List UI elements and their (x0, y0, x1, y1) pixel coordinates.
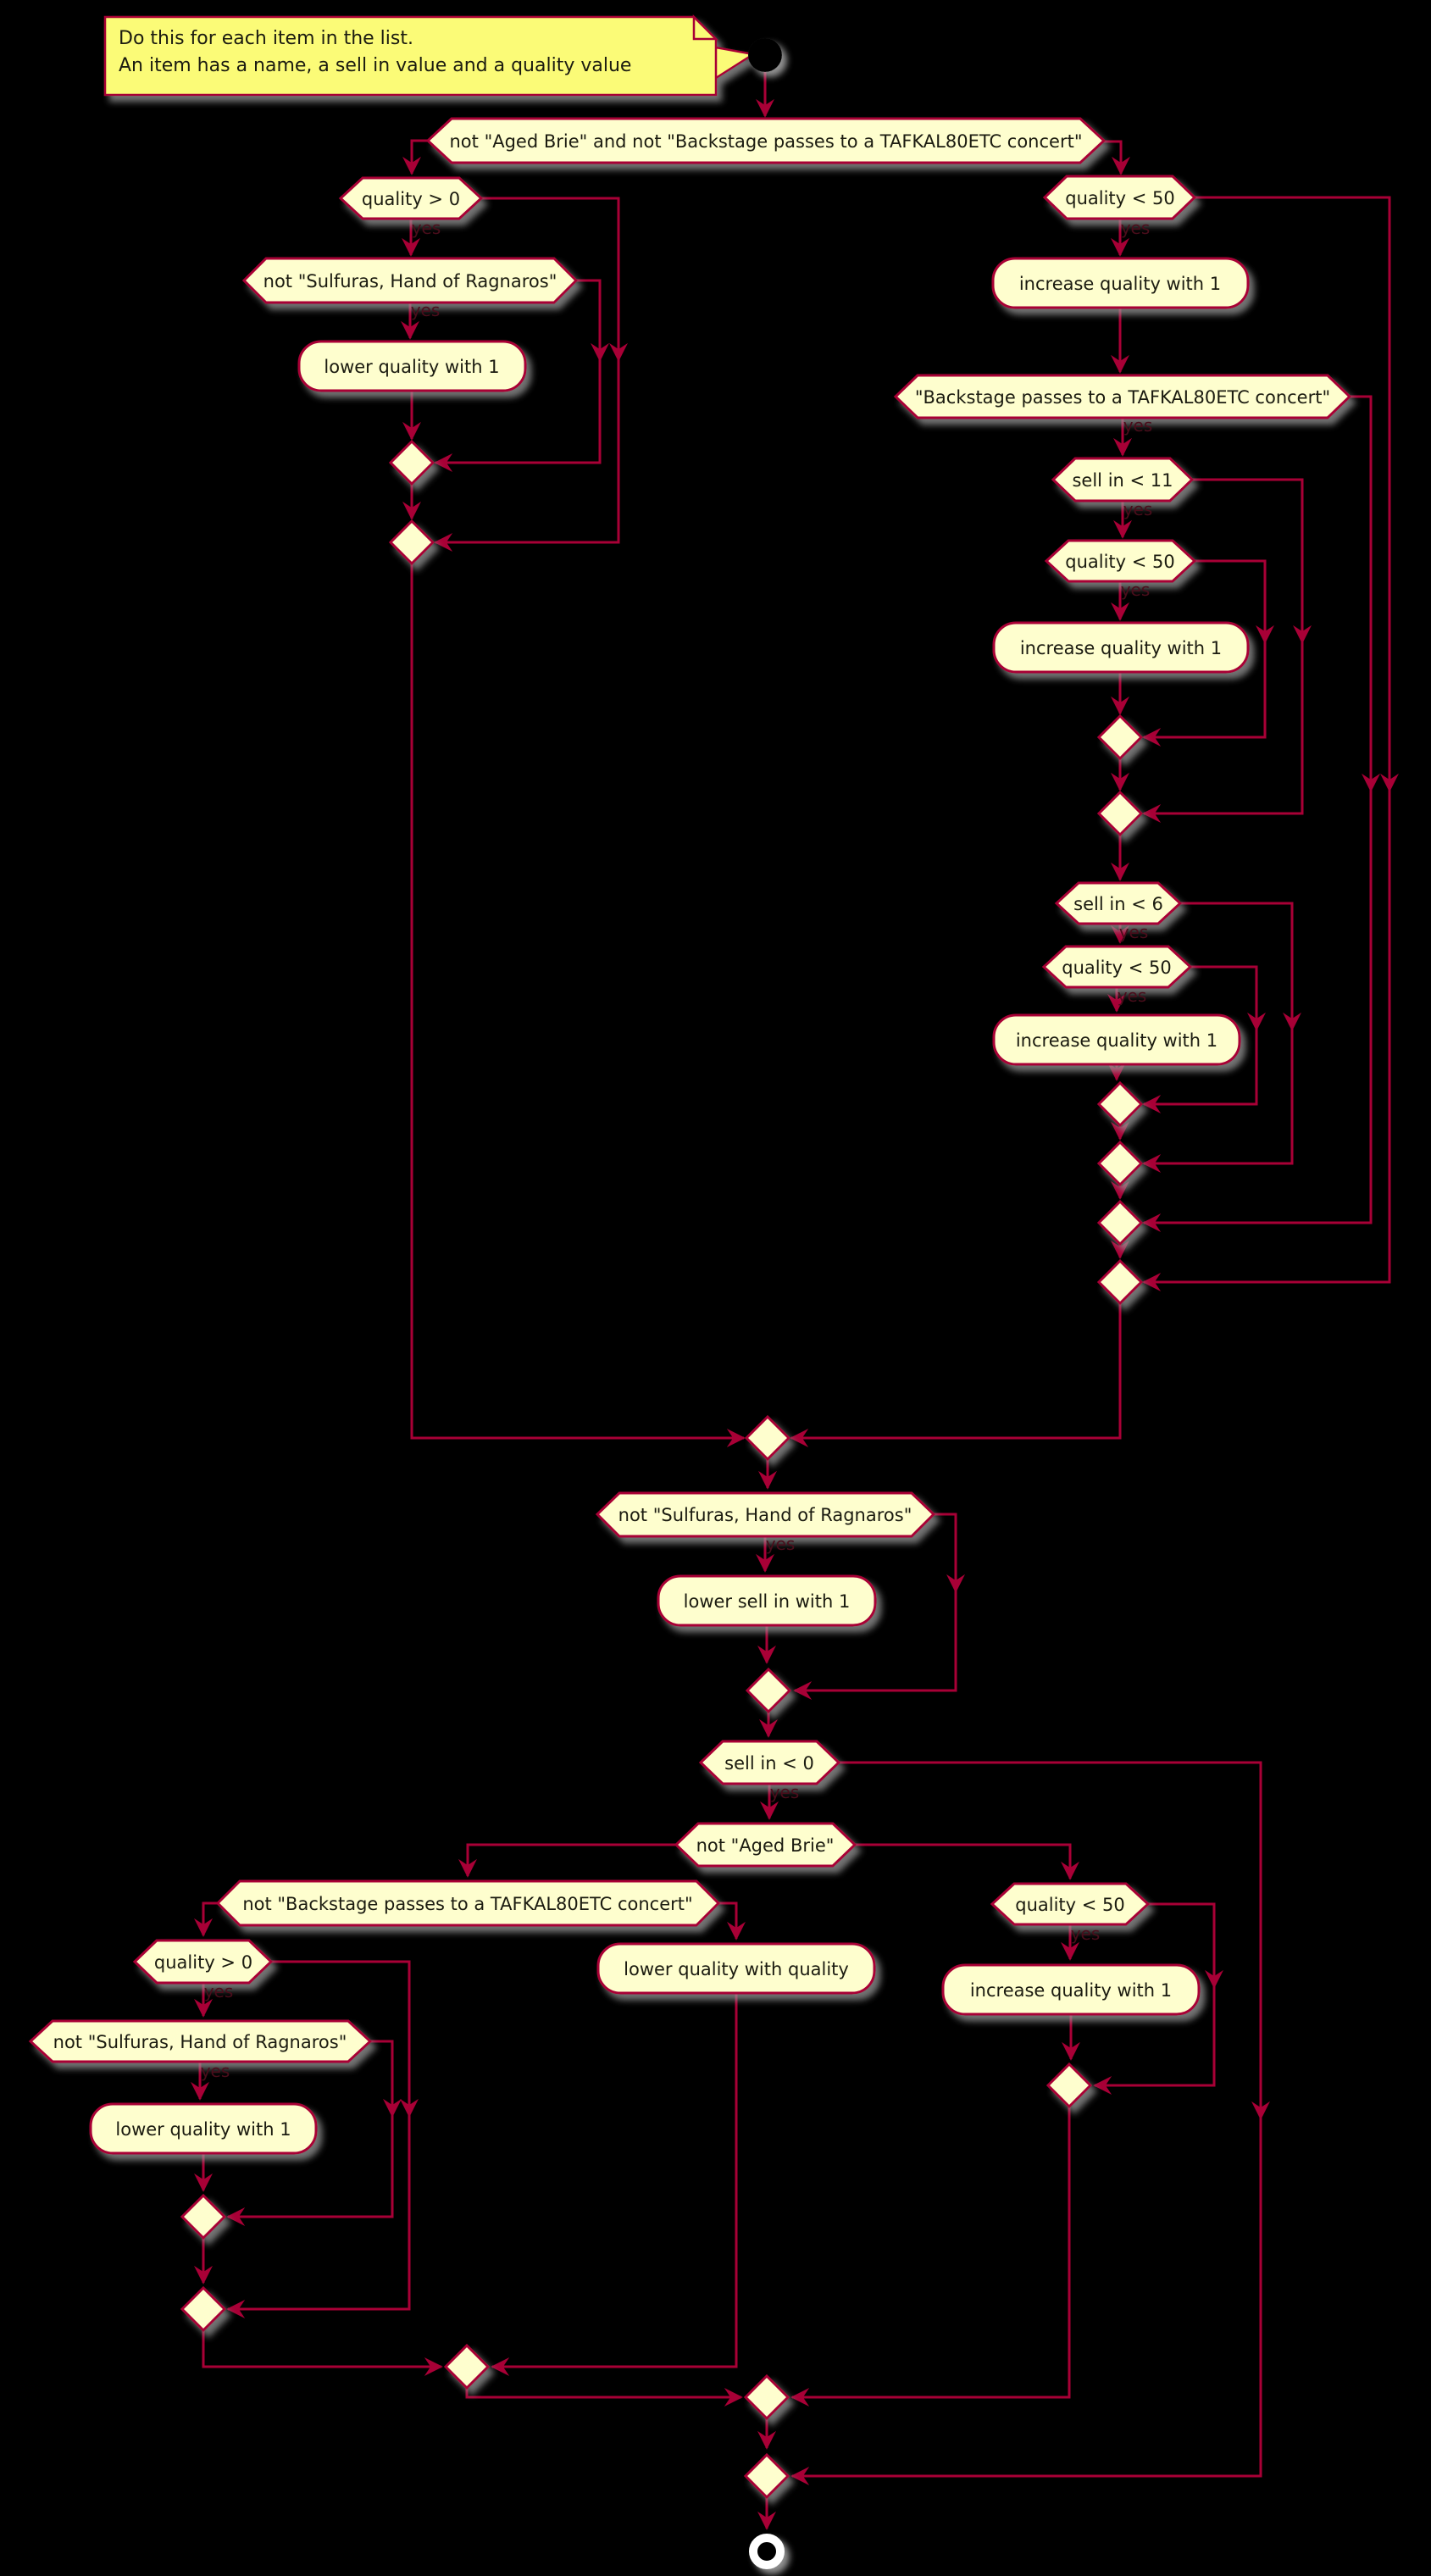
activity-lower-quality-1-b (89, 2102, 318, 2155)
activity-increase-quality-4 (941, 1963, 1201, 2016)
guard-yes: yes (412, 218, 441, 238)
activity-lower-quality-1-label: lower quality with 1 (324, 357, 499, 377)
decision-not-aged-brie-label: not "Aged Brie" (696, 1835, 835, 1856)
activity-lower-quality-quality-label: lower quality with quality (624, 1959, 849, 1979)
end-node (749, 2534, 785, 2569)
merge-diamond (1096, 1140, 1144, 1187)
guard-yes: yes (770, 1782, 800, 1802)
merge-diamond (1046, 2062, 1093, 2109)
decision-not-aged-brie (674, 1822, 857, 1868)
decision-not-backstage (215, 1879, 721, 1927)
note: Do this for each item in the list. An it… (103, 14, 757, 97)
activity-lower-quality-1 (297, 340, 527, 392)
guard-yes: yes (1123, 415, 1153, 436)
merge-diamond (388, 519, 435, 566)
activity-lower-quality-1-b-label: lower quality with 1 (115, 2119, 291, 2140)
activity-increase-quality-3 (992, 1013, 1241, 1066)
note-fold-corner-icon (692, 14, 719, 41)
merge-diamond (1096, 1199, 1144, 1246)
decision-top-condition (425, 117, 1107, 164)
decision-backstage (893, 374, 1352, 419)
merge-diamond (1096, 1080, 1144, 1128)
guard-yes: yes (1121, 580, 1151, 600)
merge-diamond (180, 2193, 227, 2240)
guard-yes: yes (204, 1981, 234, 2001)
merge-diamond (180, 2285, 227, 2333)
activity-increase-quality-2-label: increase quality with 1 (1020, 638, 1222, 658)
decision-quality-lt-50-1-label: quality < 50 (1065, 188, 1175, 208)
merge-diamond (745, 1667, 792, 1714)
guard-yes: yes (766, 1534, 796, 1554)
merge-diamond (743, 2452, 790, 2500)
decision-sell-in-6-label: sell in < 6 (1073, 894, 1163, 914)
decision-quality-gt-0 (338, 176, 484, 220)
decision-sell-in-6 (1054, 881, 1183, 925)
decision-backstage-label: "Backstage passes to a TAFKAL80ETC conce… (915, 387, 1330, 408)
guard-yes: yes (1071, 1924, 1101, 1944)
activity-increase-quality-2 (992, 621, 1250, 674)
decision-quality-lt-50-1 (1042, 175, 1197, 220)
merge-diamond (388, 439, 435, 486)
guard-yes: yes (1119, 922, 1149, 942)
merge-diamond (743, 2373, 790, 2421)
decision-sell-in-0 (698, 1740, 841, 1785)
decision-sell-in-11 (1051, 457, 1195, 502)
decision-quality-lt-50-2 (1044, 539, 1197, 583)
guard-yes: yes (1118, 985, 1147, 1006)
decision-not-sulfuras-3-label: not "Sulfuras, Hand of Ragnaros" (53, 2032, 347, 2052)
decision-not-sulfuras-1 (241, 257, 579, 304)
decision-quality-gt-0-label: quality > 0 (362, 189, 460, 209)
merge-diamond (1096, 713, 1144, 761)
guard-yes: yes (411, 300, 441, 320)
decision-quality-lt-50-4 (990, 1882, 1151, 1926)
activity-increase-quality-4-label: increase quality with 1 (970, 1980, 1172, 2001)
start-node (748, 38, 782, 72)
nodes: not "Aged Brie" and not "Backstage passe… (28, 117, 1352, 2500)
decision-quality-lt-50-3 (1041, 945, 1193, 989)
decision-quality-lt-50-4-label: quality < 50 (1015, 1895, 1125, 1915)
decision-not-backstage-label: not "Backstage passes to a TAFKAL80ETC c… (242, 1894, 692, 1914)
decision-sell-in-11-label: sell in < 11 (1072, 470, 1173, 491)
decision-quality-lt-50-3-label: quality < 50 (1062, 958, 1172, 978)
guard-yes: yes (201, 2061, 230, 2081)
decision-not-sulfuras-1-label: not "Sulfuras, Hand of Ragnaros" (263, 271, 557, 291)
activity-lower-sell-in (657, 1574, 877, 1627)
decision-top-condition-label: not "Aged Brie" and not "Backstage passe… (450, 131, 1083, 152)
note-line-2: An item has a name, a sell in value and … (119, 55, 631, 76)
decision-not-sulfuras-3 (28, 2019, 373, 2063)
merge-diamond (1096, 790, 1144, 837)
decision-sell-in-0-label: sell in < 0 (724, 1753, 814, 1774)
activity-increase-quality-1 (991, 257, 1250, 309)
guard-yes: yes (1121, 218, 1151, 238)
note-line-1: Do this for each item in the list. (119, 28, 413, 49)
activity-increase-quality-3-label: increase quality with 1 (1016, 1030, 1217, 1051)
decision-not-sulfuras-2 (595, 1491, 936, 1538)
activity-lower-sell-in-label: lower sell in with 1 (684, 1591, 851, 1612)
edges (191, 72, 1399, 2530)
merge-diamond (744, 1414, 791, 1462)
activity-lower-quality-quality (596, 1942, 876, 1995)
activity-increase-quality-1-label: increase quality with 1 (1019, 274, 1221, 294)
decision-quality-lt-50-2-label: quality < 50 (1065, 552, 1175, 572)
merge-diamond (443, 2343, 491, 2390)
merge-diamond (1096, 1258, 1144, 1306)
decision-not-sulfuras-2-label: not "Sulfuras, Hand of Ragnaros" (618, 1505, 912, 1525)
guard-yes: yes (1123, 499, 1153, 519)
decision-quality-gt-0-b-label: quality > 0 (154, 1952, 252, 1973)
decision-quality-gt-0-b (132, 1939, 274, 1985)
